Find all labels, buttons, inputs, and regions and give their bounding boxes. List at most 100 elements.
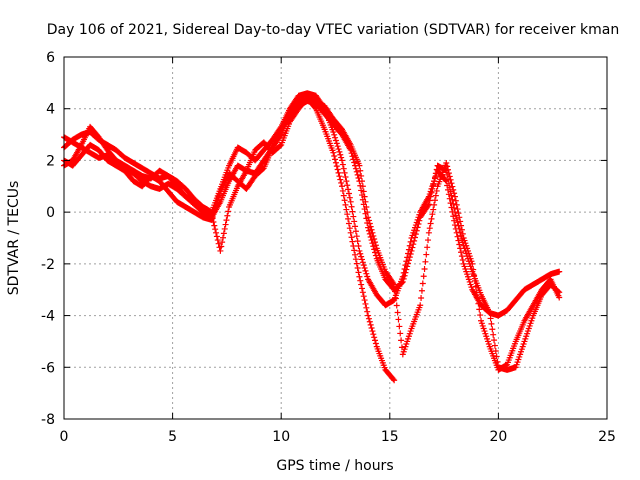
data-point (431, 197, 438, 204)
data-point (452, 197, 459, 204)
data-point (458, 226, 465, 233)
data-point (369, 240, 376, 247)
data-point (424, 244, 431, 251)
y-tick-labels: -8 -6 -4 -2 0 2 4 6 (41, 50, 55, 428)
data-point (360, 262, 367, 269)
data-point (491, 342, 498, 349)
data-point (415, 221, 422, 228)
data-point (370, 232, 377, 239)
data-point (473, 289, 480, 296)
data-point (334, 143, 341, 150)
data-point (330, 128, 337, 135)
data-point (456, 214, 463, 221)
data-point (396, 323, 403, 330)
data-point (338, 179, 345, 186)
x-axis-label: GPS time / hours (276, 458, 393, 474)
data-point (408, 247, 415, 254)
data-point (370, 331, 377, 338)
y-tick-label: -2 (41, 257, 55, 273)
y-tick-label: -4 (41, 309, 55, 325)
data-point (391, 281, 398, 288)
data-point (420, 273, 427, 280)
data-point (390, 376, 397, 383)
data-point (433, 166, 440, 173)
data-point (365, 217, 372, 224)
data-point (332, 159, 339, 166)
data-point (445, 166, 452, 173)
data-point (369, 328, 376, 335)
data-point (413, 227, 420, 234)
data-point (409, 244, 416, 251)
data-point (361, 264, 368, 271)
data-point (358, 172, 365, 179)
data-point (427, 193, 434, 200)
data-point (431, 178, 438, 185)
data-point (402, 269, 409, 276)
data-point (423, 251, 430, 258)
data-point (471, 277, 478, 284)
data-point (401, 272, 408, 279)
data-point (449, 196, 456, 203)
data-point (450, 200, 457, 207)
data-point (352, 228, 359, 235)
data-point (365, 214, 372, 221)
data-point (369, 229, 376, 236)
data-point (213, 229, 220, 236)
data-point (433, 187, 440, 194)
data-point (211, 222, 218, 229)
data-point (450, 213, 457, 220)
data-point (349, 153, 356, 160)
data-point (209, 215, 216, 222)
data-point (337, 151, 344, 158)
y-tick-label: 2 (46, 153, 55, 169)
data-point (361, 193, 368, 200)
data-point (456, 225, 463, 232)
data-point (451, 193, 458, 200)
x-tick-label: 15 (381, 429, 399, 445)
data-point (474, 294, 481, 301)
data-point (336, 148, 343, 155)
data-point (454, 206, 461, 213)
x-tick-label: 20 (489, 429, 507, 445)
x-tick-label: 25 (598, 429, 616, 445)
data-point (418, 294, 425, 301)
data-point (345, 220, 352, 227)
data-point (365, 315, 372, 322)
data-point (372, 337, 379, 344)
data-point (333, 163, 340, 170)
data-point (425, 202, 432, 209)
data-point (458, 222, 465, 229)
data-point (471, 272, 478, 279)
data-point (358, 256, 365, 263)
x-tick-labels: 0 5 10 15 20 25 (60, 429, 616, 445)
data-point (346, 225, 353, 232)
data-point (353, 233, 360, 240)
data-point (427, 220, 434, 227)
y-tick-label: 6 (46, 50, 55, 66)
data-point (429, 185, 436, 192)
data-point (354, 171, 361, 178)
data-point (556, 294, 563, 301)
data-point (455, 237, 462, 244)
data-point (426, 225, 433, 232)
data-point (428, 215, 435, 222)
data-point (459, 230, 466, 237)
data-point (355, 269, 362, 276)
data-point (403, 266, 410, 273)
data-point (368, 324, 375, 331)
data-point (355, 243, 362, 250)
data-point (451, 190, 458, 197)
data-point (364, 273, 371, 280)
data-point (449, 183, 456, 190)
data-point (352, 165, 359, 172)
data-point (343, 206, 350, 213)
data-point (330, 149, 337, 156)
data-point (354, 238, 361, 245)
data-point (360, 188, 367, 195)
data-point (428, 189, 435, 196)
data-point (365, 224, 372, 231)
data-point (444, 163, 451, 170)
data-point (365, 227, 372, 234)
data-point (362, 300, 369, 307)
data-point (360, 293, 367, 300)
